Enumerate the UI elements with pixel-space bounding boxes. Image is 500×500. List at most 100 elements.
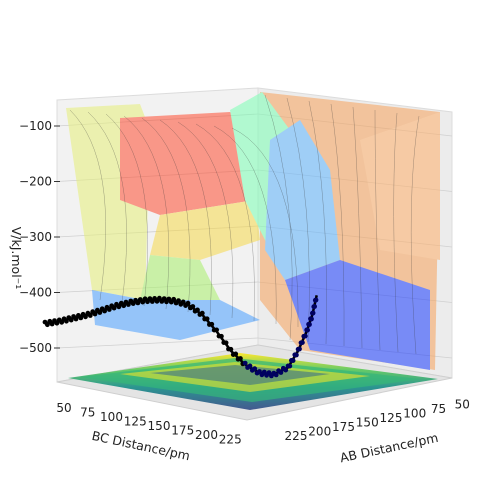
trajectory-point (59, 319, 65, 325)
z-tick-label: −500 (19, 341, 52, 355)
trajectory-point (223, 340, 229, 346)
trajectory-point (64, 318, 69, 324)
trajectory-point (68, 317, 74, 323)
trajectory-point (185, 300, 191, 306)
bc-tick-label: 225 (219, 433, 242, 447)
mesh-line (87, 111, 127, 304)
trajectory-point (219, 333, 224, 339)
trajectory-point (130, 301, 136, 306)
trajectory-point (294, 352, 299, 358)
ab-tick-label: 150 (356, 416, 379, 430)
mesh-line (123, 115, 169, 310)
trajectory-point (97, 310, 103, 315)
ab-tick-label: 50 (455, 398, 470, 412)
trajectory-point (106, 307, 112, 312)
trajectory-point (125, 302, 131, 307)
trajectory-point (54, 320, 60, 326)
mesh-line (231, 127, 299, 328)
mesh-line (195, 123, 255, 322)
ab-tick-label: 100 (403, 407, 426, 421)
trajectory-point (83, 314, 88, 320)
trajectory-point (266, 370, 272, 375)
grid-line (56, 337, 259, 349)
trajectory-point (305, 327, 310, 333)
z-tick-label: −300 (19, 230, 52, 244)
trajectory-point (135, 300, 141, 306)
mesh-line (393, 112, 399, 353)
trajectory-point (310, 310, 316, 316)
ab-tick-label: 75 (431, 402, 446, 416)
bc-tick-label: 75 (80, 406, 95, 420)
pes-surface (66, 92, 440, 370)
bc-tick-label: 125 (124, 415, 147, 429)
mesh-line (264, 94, 293, 341)
z-tick-label: −100 (19, 119, 52, 133)
ab-axis-label: AB Distance/pm (339, 430, 440, 465)
trajectory-point (309, 316, 314, 322)
trajectory-point (278, 370, 284, 375)
trajectory-point (190, 304, 196, 309)
trajectory-point (45, 322, 50, 328)
z-axis-label: V/kJ.mol⁻¹ (9, 227, 24, 290)
surface-mesh (69, 94, 420, 355)
mesh-line (330, 103, 345, 347)
trajectory-point (116, 304, 122, 310)
mesh-line (177, 121, 234, 319)
trajectory-point (283, 367, 289, 373)
mesh-line (213, 125, 277, 325)
trajectory-point (140, 299, 146, 305)
trajectory (42, 295, 319, 379)
trajectory-point (92, 311, 98, 317)
trajectory-point (73, 316, 79, 322)
trajectory-point (228, 346, 234, 352)
bc-tick-label: 200 (195, 428, 218, 442)
mesh-line (159, 119, 212, 316)
trajectory-point (307, 322, 312, 327)
mesh-line (286, 97, 310, 343)
trajectory-point (312, 304, 317, 309)
trajectory-point (111, 305, 117, 311)
trajectory-point (273, 372, 279, 378)
trajectory-point (102, 308, 107, 314)
trajectory-point (78, 315, 84, 321)
trajectory-point (297, 346, 302, 352)
trajectory-point (300, 340, 305, 345)
z-tick-label: −400 (19, 286, 52, 300)
mesh-line (352, 106, 363, 349)
trajectory-point (247, 363, 253, 369)
z-tick-label: −200 (19, 175, 52, 189)
z-axis-ticks: −100 −200 −300 −400 −500 (19, 119, 60, 355)
ab-tick-label: 175 (332, 420, 355, 434)
trajectory-point (233, 351, 239, 357)
trajectory-point (214, 327, 220, 333)
ab-tick-label: 200 (308, 425, 331, 439)
bc-tick-label: 100 (100, 410, 123, 424)
trajectory-point (257, 369, 262, 374)
bc-tick-label: 150 (148, 419, 171, 433)
trajectory-point (180, 299, 186, 305)
bc-tick-label: 50 (56, 401, 71, 415)
trajectory-point (171, 296, 177, 302)
trajectory-point (204, 316, 210, 322)
trajectory-point (290, 358, 296, 363)
bc-tick-label: 175 (171, 424, 194, 438)
trajectory-point (238, 356, 243, 361)
mesh-line (141, 117, 191, 313)
trajectory-point (242, 360, 248, 366)
bc-axis-ticks: 50 75 100 125 150 175 200 225 (56, 401, 241, 447)
trajectory-point (87, 313, 93, 318)
trajectory-point (252, 366, 258, 372)
mesh-line (410, 115, 420, 355)
mesh-line (308, 100, 327, 345)
trajectory-point (209, 321, 215, 327)
trajectory-point (195, 307, 200, 313)
trajectory-point (287, 363, 293, 369)
ab-axis-ticks: 225 200 175 150 125 100 75 50 (285, 398, 470, 444)
trajectory-point (176, 298, 181, 303)
trajectory-point (313, 297, 319, 303)
ab-tick-label: 225 (285, 429, 308, 443)
ab-tick-label: 125 (380, 411, 403, 425)
mesh-line (374, 109, 381, 351)
trajectory-point (49, 321, 55, 327)
